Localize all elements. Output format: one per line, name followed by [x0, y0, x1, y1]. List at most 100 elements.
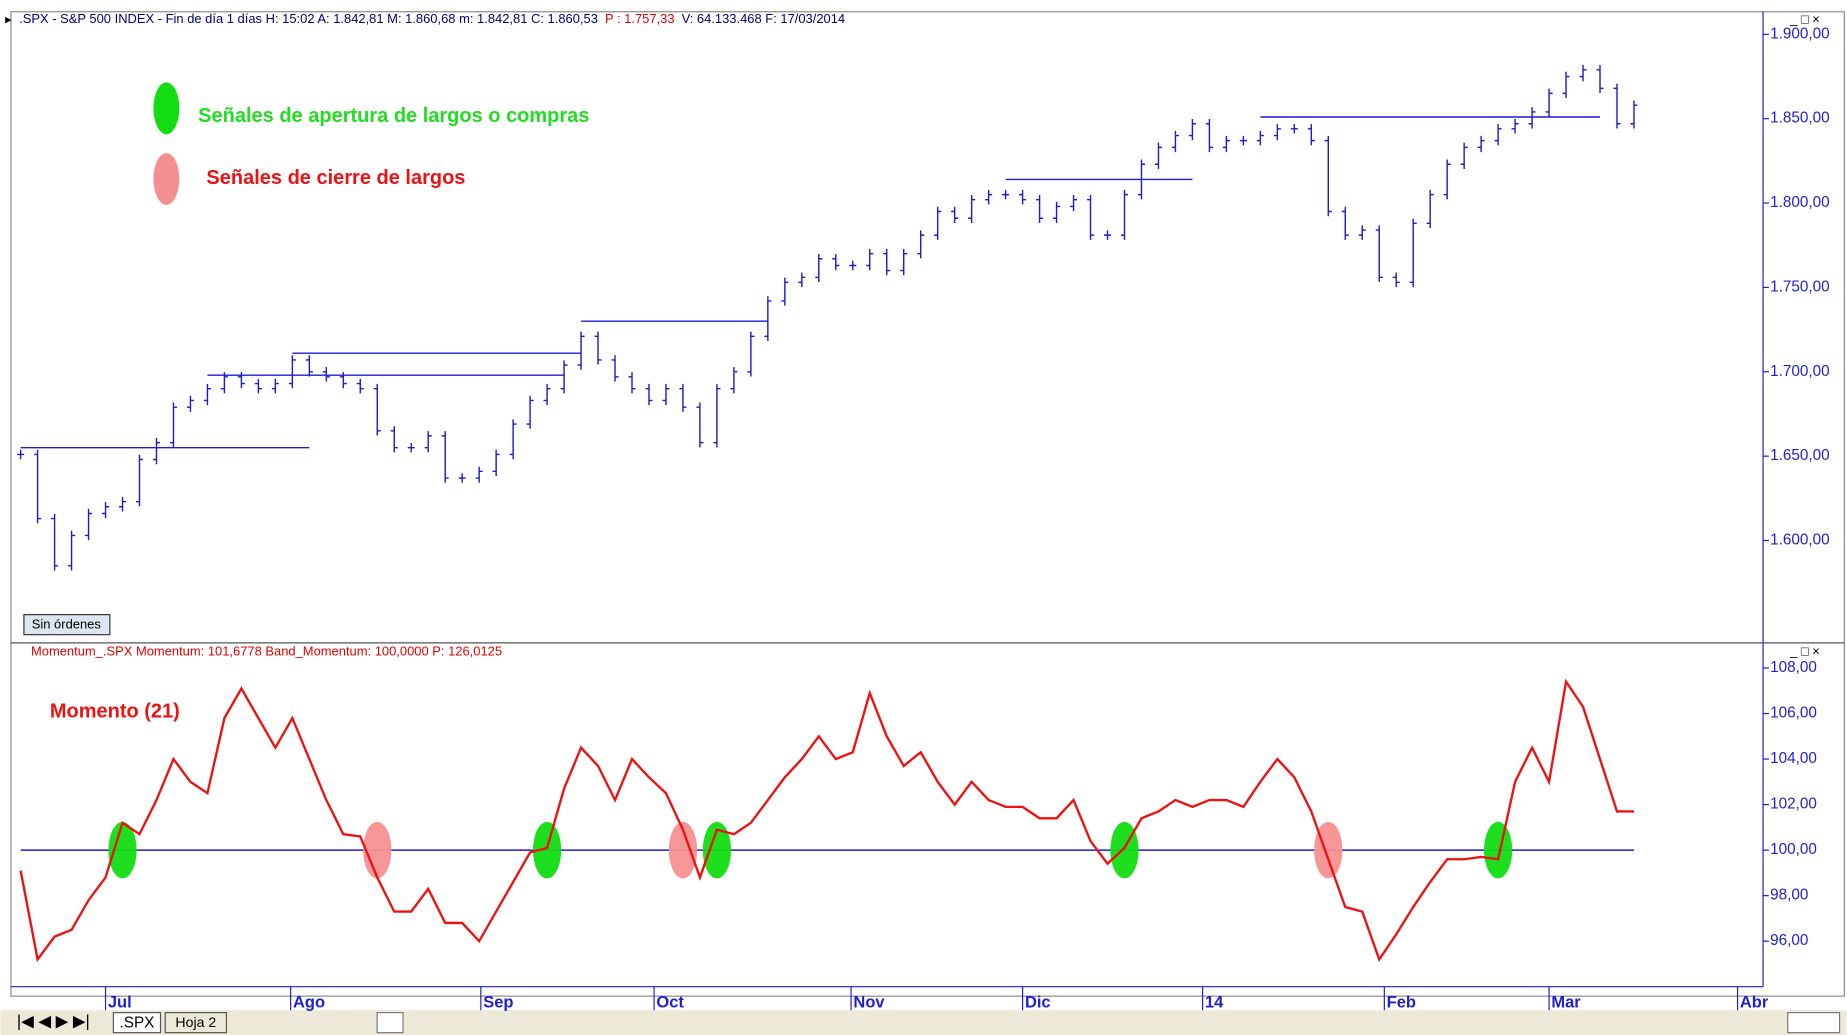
price-bar: [832, 254, 840, 271]
price-bar: [662, 383, 670, 406]
price-bar: [1630, 100, 1638, 129]
tab[interactable]: [164, 1012, 228, 1034]
header-part: P : 1.757,33: [605, 11, 675, 26]
price-bar: [305, 355, 313, 377]
header-part: V: 64.133.468 F: 17/03/2014: [682, 11, 846, 26]
scroll-right[interactable]: [1787, 1012, 1841, 1034]
price-bar: [1511, 119, 1519, 134]
price-bar: [917, 230, 925, 259]
annotation: Momento (21): [50, 701, 180, 723]
buy_signals: [108, 821, 137, 879]
price-bar: [1409, 218, 1417, 288]
price-bar: [526, 395, 534, 429]
y-tick-label: 98,00: [1770, 887, 1808, 904]
price-bar: [1494, 124, 1502, 146]
price-bar: [1205, 119, 1213, 153]
price-bar: [407, 442, 415, 453]
x-tick-label: Jul: [108, 994, 132, 1012]
price-bar: [34, 449, 42, 524]
sell_signals: [363, 821, 392, 879]
price-bar: [1053, 201, 1061, 223]
price-bar: [424, 431, 432, 453]
price-bar: [679, 383, 687, 412]
tab-bar: [0, 1010, 1847, 1035]
price-bar: [1137, 159, 1146, 200]
momentum-line: [19, 678, 1634, 963]
price-bar: [1375, 225, 1383, 283]
header-part: .SPX - S&P 500 INDEX - Fin de día 1 días…: [19, 11, 598, 26]
price-bar: [220, 372, 228, 394]
price-bar: [1341, 206, 1349, 240]
price-bar: [1120, 189, 1129, 240]
price-bar: [1239, 135, 1247, 146]
price-bar: [577, 331, 585, 370]
buy_signals: [1483, 821, 1513, 879]
price-bar: [798, 272, 806, 288]
badge: Sin órdenes: [32, 617, 101, 632]
price-bar: [951, 206, 959, 223]
price-bar: [900, 248, 908, 276]
price-bar: [985, 189, 993, 205]
price-bar: [1019, 189, 1027, 205]
price-bar: [390, 426, 398, 453]
price-bar: [1579, 65, 1587, 82]
price-bar: [322, 367, 330, 382]
price-bar: [1358, 225, 1366, 240]
x-tick-label: Dic: [1025, 994, 1051, 1012]
tab[interactable]: [112, 1012, 162, 1034]
y-tick-label: 1.800,00: [1770, 194, 1830, 211]
y-tick-label: 1.700,00: [1770, 363, 1830, 380]
price-bar: [1154, 142, 1162, 169]
price-bar: [713, 383, 721, 448]
y-tick-label: 1.600,00: [1770, 532, 1830, 549]
y-tick-label: 1.750,00: [1770, 278, 1830, 295]
tab-nav[interactable]: |◀ ◀ ▶ ▶|: [17, 1012, 90, 1030]
price-bar: [764, 296, 772, 342]
price-bar: [51, 513, 59, 571]
y-tick-label: 1.850,00: [1770, 110, 1830, 127]
price-bar: [1103, 230, 1112, 240]
price-bar: [1070, 194, 1078, 212]
tab-label[interactable]: .SPX: [120, 1014, 155, 1031]
y-tick-label: 108,00: [1770, 659, 1817, 676]
price-bar: [1002, 189, 1010, 200]
frame: [10, 11, 1845, 997]
window-buttons[interactable]: _ □ ×: [1789, 644, 1820, 659]
price-bar: [475, 466, 483, 483]
scroll-left[interactable]: [376, 1012, 404, 1034]
price-bar: [203, 383, 211, 406]
price-bar: [866, 248, 874, 271]
price-bar: [645, 383, 653, 406]
price-bar: [1222, 135, 1230, 153]
tab-label[interactable]: Hoja 2: [175, 1014, 216, 1030]
price-bar: [560, 360, 568, 394]
price-bar: [1528, 107, 1536, 129]
price-bar: [730, 367, 738, 394]
legend-label: Señales de apertura de largos o compras: [198, 105, 589, 127]
price-bar: [237, 372, 245, 389]
momentum-header: Momentum_.SPX Momentum: 101,6778 Band_Mo…: [31, 644, 502, 659]
price-bar: [169, 402, 178, 448]
price-bar: [509, 419, 517, 460]
y-tick-label: 102,00: [1770, 796, 1817, 813]
price-bar: [102, 502, 110, 519]
price-bar: [288, 355, 296, 389]
price-bar: [849, 260, 857, 271]
price-bar: [1392, 272, 1400, 288]
window-buttons[interactable]: _ □ ×: [1789, 11, 1820, 26]
price-bar: [152, 437, 161, 465]
price-bar: [441, 431, 449, 483]
price-bar: [1426, 189, 1434, 229]
y-tick-label: 1.650,00: [1770, 447, 1830, 464]
price-bar: [1477, 135, 1485, 153]
legend-marker: [153, 153, 180, 205]
x-tick-label: Ago: [293, 994, 325, 1012]
y-tick-label: 104,00: [1770, 750, 1817, 767]
price-bar: [186, 395, 194, 412]
price-bar: [1290, 124, 1298, 134]
price-bar: [373, 383, 381, 436]
price-bar: [118, 496, 127, 512]
price-bar: [68, 530, 76, 571]
price-bar: [815, 254, 823, 283]
